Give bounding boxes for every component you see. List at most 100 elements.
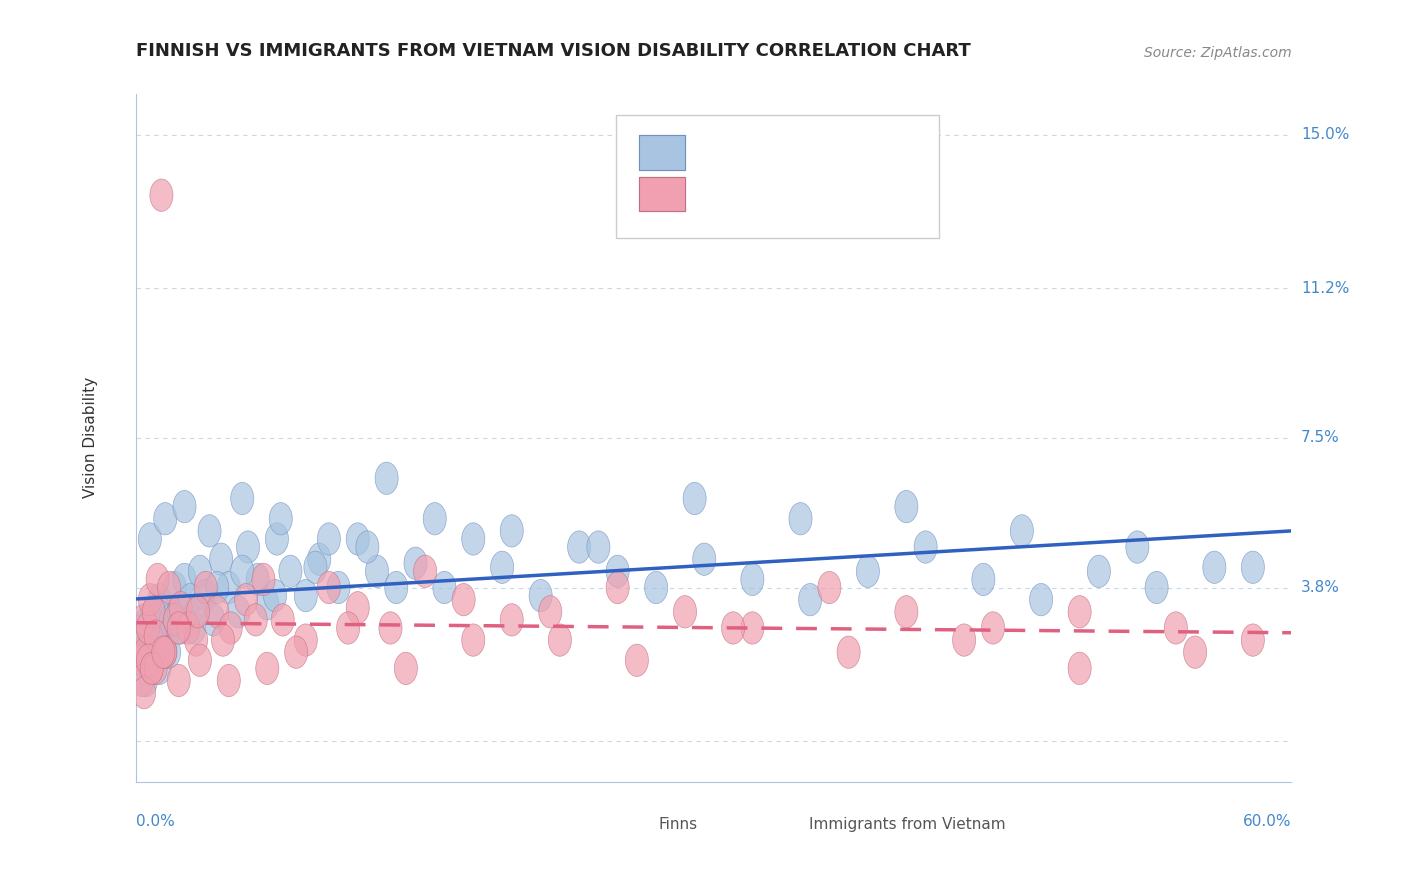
Ellipse shape (173, 491, 195, 523)
Ellipse shape (385, 572, 408, 604)
FancyBboxPatch shape (616, 115, 939, 238)
Ellipse shape (183, 612, 205, 644)
Ellipse shape (683, 483, 706, 515)
Ellipse shape (141, 652, 163, 684)
Ellipse shape (131, 665, 153, 697)
Ellipse shape (194, 572, 218, 604)
Ellipse shape (741, 612, 763, 644)
Ellipse shape (184, 596, 208, 628)
Ellipse shape (837, 636, 860, 668)
Ellipse shape (308, 543, 330, 575)
Ellipse shape (142, 596, 166, 628)
Ellipse shape (163, 604, 187, 636)
Ellipse shape (150, 612, 173, 644)
Ellipse shape (304, 551, 328, 583)
Ellipse shape (136, 612, 159, 644)
Ellipse shape (169, 612, 193, 644)
Ellipse shape (167, 596, 190, 628)
Ellipse shape (167, 665, 190, 697)
Ellipse shape (173, 563, 195, 596)
Ellipse shape (789, 502, 813, 535)
Ellipse shape (356, 531, 380, 563)
Ellipse shape (256, 588, 278, 620)
Ellipse shape (294, 580, 318, 612)
Ellipse shape (501, 515, 523, 547)
Ellipse shape (235, 583, 257, 615)
Ellipse shape (148, 652, 172, 684)
Ellipse shape (606, 572, 628, 604)
Text: FINNISH VS IMMIGRANTS FROM VIETNAM VISION DISABILITY CORRELATION CHART: FINNISH VS IMMIGRANTS FROM VIETNAM VISIO… (136, 42, 972, 60)
Ellipse shape (673, 596, 696, 628)
Ellipse shape (328, 572, 350, 604)
Ellipse shape (981, 612, 1004, 644)
Ellipse shape (141, 652, 163, 684)
Ellipse shape (135, 644, 157, 676)
Ellipse shape (693, 543, 716, 575)
Ellipse shape (143, 615, 167, 648)
Ellipse shape (153, 636, 177, 668)
Text: 3.8%: 3.8% (1301, 580, 1340, 595)
Ellipse shape (346, 591, 370, 624)
FancyBboxPatch shape (638, 136, 685, 169)
Ellipse shape (135, 665, 157, 697)
Ellipse shape (644, 572, 668, 604)
Ellipse shape (501, 604, 523, 636)
Ellipse shape (131, 644, 153, 676)
Ellipse shape (159, 604, 183, 636)
Ellipse shape (1087, 555, 1111, 588)
Ellipse shape (894, 491, 918, 523)
Ellipse shape (131, 636, 153, 668)
Ellipse shape (138, 624, 162, 657)
Ellipse shape (1241, 624, 1264, 657)
Ellipse shape (177, 612, 200, 644)
Ellipse shape (586, 531, 610, 563)
Text: 85: 85 (780, 145, 803, 160)
Ellipse shape (336, 612, 360, 644)
Ellipse shape (914, 531, 938, 563)
Ellipse shape (163, 572, 187, 604)
Ellipse shape (209, 543, 232, 575)
Ellipse shape (538, 596, 562, 628)
Ellipse shape (1126, 531, 1149, 563)
Ellipse shape (129, 624, 152, 657)
Text: 66: 66 (780, 186, 803, 202)
Ellipse shape (129, 624, 152, 657)
Ellipse shape (266, 523, 288, 555)
Ellipse shape (167, 612, 190, 644)
Ellipse shape (153, 502, 177, 535)
Ellipse shape (218, 665, 240, 697)
Ellipse shape (219, 612, 242, 644)
Ellipse shape (953, 624, 976, 657)
Ellipse shape (218, 572, 240, 604)
Ellipse shape (156, 620, 179, 652)
Ellipse shape (1069, 652, 1091, 684)
Ellipse shape (318, 572, 340, 604)
Ellipse shape (231, 483, 254, 515)
Text: R = 0.007   N = 85: R = 0.007 N = 85 (696, 145, 849, 160)
Ellipse shape (252, 563, 276, 596)
Ellipse shape (1069, 596, 1091, 628)
Ellipse shape (294, 624, 318, 657)
Ellipse shape (153, 636, 177, 668)
Text: Immigrants from Vietnam: Immigrants from Vietnam (808, 817, 1005, 832)
Ellipse shape (404, 547, 427, 580)
Ellipse shape (461, 624, 485, 657)
Ellipse shape (721, 612, 745, 644)
Ellipse shape (231, 555, 254, 588)
Ellipse shape (1164, 612, 1188, 644)
Ellipse shape (799, 583, 821, 615)
Ellipse shape (141, 624, 163, 657)
Ellipse shape (1144, 572, 1168, 604)
Ellipse shape (461, 523, 485, 555)
Ellipse shape (548, 624, 571, 657)
Ellipse shape (269, 502, 292, 535)
Ellipse shape (194, 580, 218, 612)
Ellipse shape (1029, 583, 1053, 615)
Ellipse shape (568, 531, 591, 563)
Ellipse shape (375, 462, 398, 494)
Ellipse shape (132, 604, 156, 636)
Ellipse shape (146, 563, 169, 596)
Ellipse shape (138, 523, 162, 555)
Ellipse shape (205, 596, 229, 628)
Ellipse shape (236, 531, 260, 563)
